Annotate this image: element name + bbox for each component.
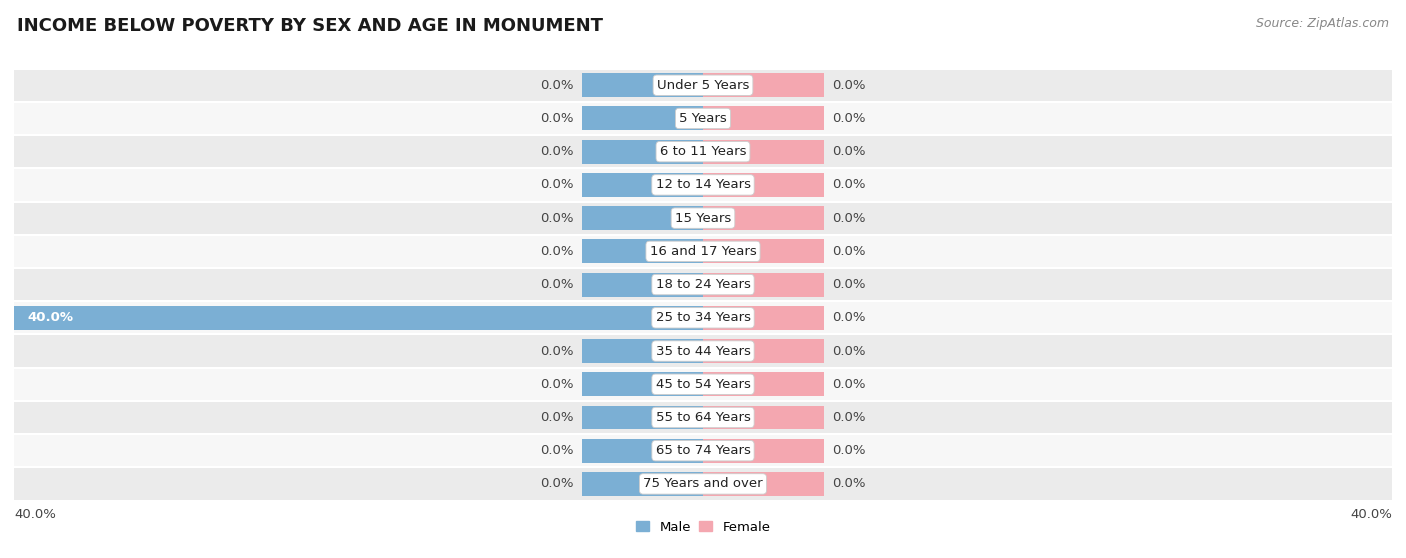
Text: 45 to 54 Years: 45 to 54 Years	[655, 378, 751, 391]
Text: 75 Years and over: 75 Years and over	[643, 478, 763, 490]
Bar	[703, 107, 824, 131]
Text: 6 to 11 Years: 6 to 11 Years	[659, 145, 747, 158]
Legend: Male, Female: Male, Female	[630, 516, 776, 539]
Bar	[582, 206, 703, 230]
Text: 0.0%: 0.0%	[540, 411, 574, 424]
Text: 12 to 14 Years: 12 to 14 Years	[655, 179, 751, 191]
Text: 0.0%: 0.0%	[832, 278, 866, 291]
Text: 0.0%: 0.0%	[540, 378, 574, 391]
Text: 5 Years: 5 Years	[679, 112, 727, 125]
Bar	[703, 339, 824, 363]
Bar	[14, 201, 1392, 235]
Text: 0.0%: 0.0%	[832, 245, 866, 258]
Bar	[14, 169, 1392, 201]
Bar	[703, 273, 824, 296]
Bar	[703, 73, 824, 97]
Bar	[703, 472, 824, 496]
Bar	[703, 206, 824, 230]
Bar	[703, 140, 824, 163]
Bar	[703, 173, 824, 197]
Text: 35 to 44 Years: 35 to 44 Years	[655, 344, 751, 358]
Bar	[703, 239, 824, 263]
Text: 0.0%: 0.0%	[540, 444, 574, 457]
Text: 0.0%: 0.0%	[540, 211, 574, 225]
Text: 0.0%: 0.0%	[832, 311, 866, 324]
Bar	[14, 69, 1392, 102]
Bar	[582, 239, 703, 263]
Text: 0.0%: 0.0%	[832, 145, 866, 158]
Text: 0.0%: 0.0%	[832, 378, 866, 391]
Bar	[14, 235, 1392, 268]
Bar	[14, 334, 1392, 368]
Text: 25 to 34 Years: 25 to 34 Years	[655, 311, 751, 324]
Text: 0.0%: 0.0%	[832, 411, 866, 424]
Text: 0.0%: 0.0%	[540, 179, 574, 191]
Bar	[14, 306, 703, 330]
Text: 0.0%: 0.0%	[832, 444, 866, 457]
Text: 0.0%: 0.0%	[540, 344, 574, 358]
Bar	[703, 406, 824, 430]
Bar	[582, 73, 703, 97]
Bar	[14, 434, 1392, 467]
Bar	[582, 140, 703, 163]
Text: 0.0%: 0.0%	[540, 145, 574, 158]
Text: 15 Years: 15 Years	[675, 211, 731, 225]
Text: 0.0%: 0.0%	[540, 245, 574, 258]
Bar	[582, 439, 703, 463]
Bar	[14, 301, 1392, 334]
Text: 55 to 64 Years: 55 to 64 Years	[655, 411, 751, 424]
Bar	[14, 467, 1392, 501]
Text: 18 to 24 Years: 18 to 24 Years	[655, 278, 751, 291]
Text: Source: ZipAtlas.com: Source: ZipAtlas.com	[1256, 17, 1389, 30]
Bar	[14, 102, 1392, 135]
Text: 0.0%: 0.0%	[832, 79, 866, 92]
Bar	[14, 135, 1392, 169]
Bar	[582, 107, 703, 131]
Bar	[582, 472, 703, 496]
Bar	[582, 273, 703, 296]
Text: 40.0%: 40.0%	[28, 311, 75, 324]
Text: 0.0%: 0.0%	[540, 112, 574, 125]
Text: Under 5 Years: Under 5 Years	[657, 79, 749, 92]
Bar	[14, 268, 1392, 301]
Bar	[582, 339, 703, 363]
Text: 16 and 17 Years: 16 and 17 Years	[650, 245, 756, 258]
Bar	[582, 406, 703, 430]
Bar	[582, 173, 703, 197]
Bar	[703, 306, 824, 330]
Bar	[703, 439, 824, 463]
Text: 0.0%: 0.0%	[832, 112, 866, 125]
Bar	[582, 372, 703, 396]
Bar	[14, 401, 1392, 434]
Text: 0.0%: 0.0%	[540, 79, 574, 92]
Text: 0.0%: 0.0%	[540, 278, 574, 291]
Bar	[703, 372, 824, 396]
Text: 0.0%: 0.0%	[832, 344, 866, 358]
Text: 0.0%: 0.0%	[832, 211, 866, 225]
Text: 65 to 74 Years: 65 to 74 Years	[655, 444, 751, 457]
Text: INCOME BELOW POVERTY BY SEX AND AGE IN MONUMENT: INCOME BELOW POVERTY BY SEX AND AGE IN M…	[17, 17, 603, 35]
Text: 0.0%: 0.0%	[540, 478, 574, 490]
Text: 40.0%: 40.0%	[1350, 508, 1392, 521]
Text: 40.0%: 40.0%	[14, 508, 56, 521]
Text: 0.0%: 0.0%	[832, 478, 866, 490]
Text: 0.0%: 0.0%	[832, 179, 866, 191]
Bar	[14, 368, 1392, 401]
